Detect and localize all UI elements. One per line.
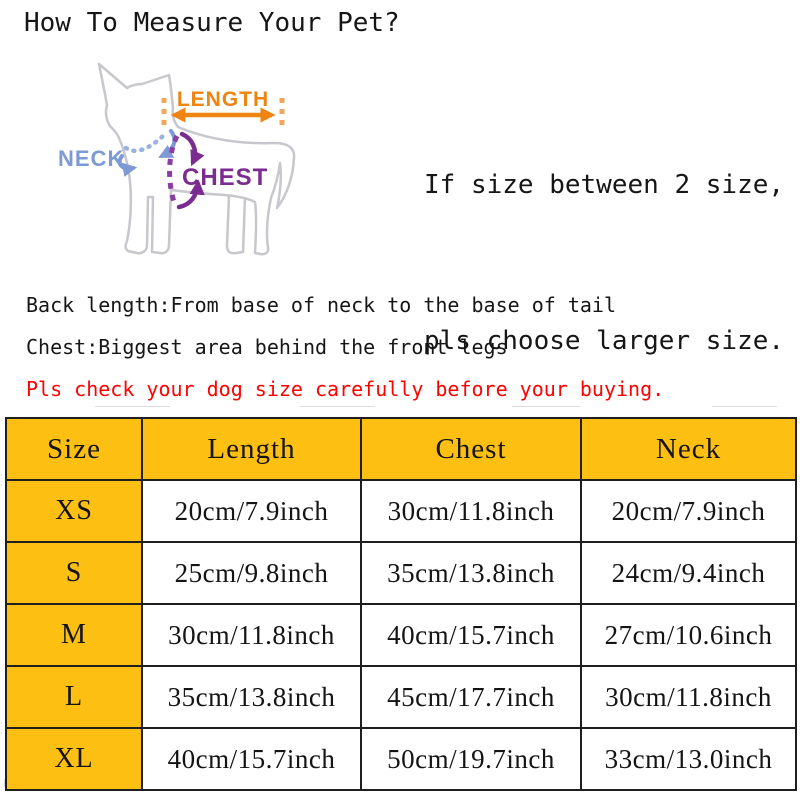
table-row-s: S 25cm/9.8inch 35cm/13.8inch 24cm/9.4inc… [5,541,797,605]
neck-cell: 33cm/13.0inch [580,727,797,791]
chest-cell: 50cm/19.7inch [360,727,582,791]
chest-label: CHEST [182,164,268,191]
table-row-xl: XL 40cm/15.7inch 50cm/19.7inch 33cm/13.0… [5,727,797,791]
length-cell: 20cm/7.9inch [141,479,362,543]
table-row-l: L 35cm/13.8inch 45cm/17.7inch 30cm/11.8i… [5,665,797,729]
gridline-artifact [512,406,580,407]
gridline-artifact [300,406,375,407]
chest-dashed-line [167,134,180,206]
neck-arrow-lower [117,154,138,177]
neck-dotted-arc [123,131,168,153]
neck-label: NECK [58,146,124,171]
neck-arrow-upper [158,129,177,158]
chest-cell: 45cm/17.7inch [360,665,582,729]
measurement-diagram: LENGTH NECK CHEST [30,56,360,268]
length-cell: 40cm/15.7inch [141,727,362,791]
length-cell: 35cm/13.8inch [141,665,362,729]
note-back-length: Back length:From base of neck to the bas… [26,293,617,317]
size-cell: XL [5,727,143,791]
length-label: LENGTH [177,88,269,111]
gridline-artifact [95,406,170,407]
chest-cell: 40cm/15.7inch [360,603,582,667]
chest-cell: 35cm/13.8inch [360,541,582,605]
note-chest: Chest:Biggest area behind the front legs [26,335,508,359]
size-advice-line-2: pls choose larger size. [424,326,785,356]
chest-arrow-bottom [176,179,205,210]
neck-cell: 27cm/10.6inch [580,603,797,667]
dog-far-hind-leg [225,193,247,255]
note-warning: Pls check your dog size carefully before… [26,377,665,401]
chest-arrow-top [179,131,205,167]
table-row-xs: XS 20cm/7.9inch 30cm/11.8inch 20cm/7.9in… [5,479,797,543]
dog-measurement-illustration: LENGTH NECK CHEST [58,62,296,256]
length-cell: 30cm/11.8inch [141,603,362,667]
gridline-artifact [4,779,5,787]
size-cell: L [5,665,143,729]
length-cell: 25cm/9.8inch [141,541,362,605]
size-cell: M [5,603,143,667]
size-table-header-row: Size Length Chest Neck [5,417,797,481]
size-cell: XS [5,479,143,543]
size-table: Size Length Chest Neck XS 20cm/7.9inch 3… [5,417,797,791]
header-neck: Neck [580,417,797,481]
chest-cell: 30cm/11.8inch [360,479,582,543]
header-size: Size [5,417,143,481]
header-chest: Chest [360,417,582,481]
table-row-m: M 30cm/11.8inch 40cm/15.7inch 27cm/10.6i… [5,603,797,667]
neck-cell: 20cm/7.9inch [580,479,797,543]
measure-notes: Back length:From base of neck to the bas… [26,291,664,417]
header-length: Length [141,417,362,481]
size-advice-line-1: If size between 2 size, [424,170,785,200]
page-title: How To Measure Your Pet? [24,8,400,38]
size-cell: S [5,541,143,605]
neck-cell: 30cm/11.8inch [580,665,797,729]
neck-cell: 24cm/9.4inch [580,541,797,605]
size-advice-note: If size between 2 size, pls choose large… [424,55,784,419]
gridline-artifact [712,406,777,407]
